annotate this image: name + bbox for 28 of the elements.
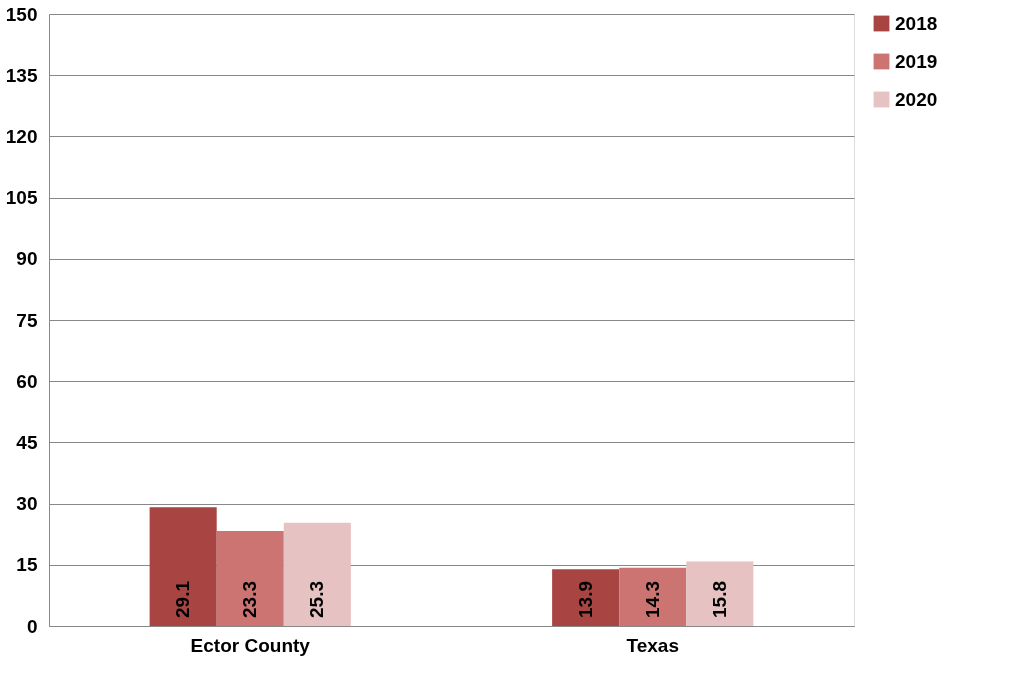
y-tick-label: 30: [16, 493, 38, 515]
y-tick-label: 105: [5, 187, 38, 209]
data-label: 13.9: [574, 581, 596, 618]
y-tick-label: 150: [5, 3, 38, 25]
y-tick-label: 75: [16, 309, 38, 331]
data-label: 25.3: [306, 581, 328, 618]
y-tick-label: 15: [16, 554, 38, 576]
data-label: 23.3: [239, 581, 261, 618]
bar: [216, 530, 284, 626]
y-tick-label: 120: [5, 125, 38, 147]
bar: [619, 567, 687, 626]
y-tick-label: 0: [26, 615, 38, 637]
y-tick-label: 60: [16, 370, 38, 392]
bar: [552, 569, 620, 626]
data-label: 15.8: [708, 581, 730, 618]
y-tick-label: 45: [16, 431, 38, 453]
data-label: 29.1: [172, 580, 194, 618]
data-label: 14.3: [641, 581, 663, 618]
x-tick-label: Ector County: [190, 634, 311, 656]
legend-label: 2020: [895, 88, 938, 110]
x-tick-label: Texas: [626, 634, 679, 656]
bar: [283, 522, 351, 626]
y-tick-label: 90: [16, 248, 38, 270]
legend-label: 2019: [895, 50, 938, 72]
legend-label: 2018: [895, 12, 938, 34]
bar: [149, 507, 217, 626]
y-tick-label: 135: [5, 64, 38, 86]
bar: [686, 561, 754, 626]
